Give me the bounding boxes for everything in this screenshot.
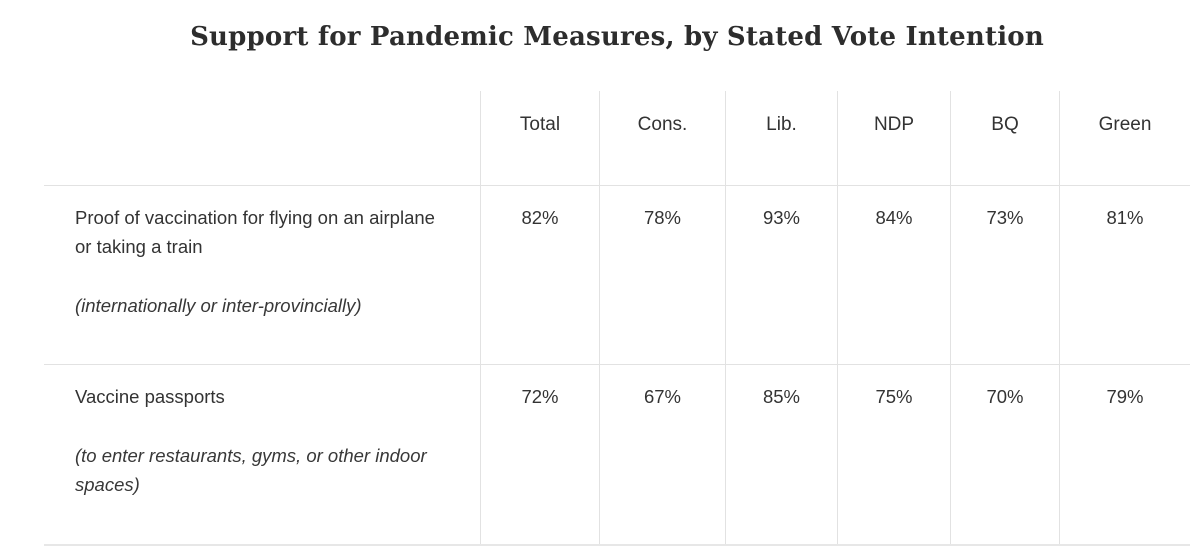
row-label: Proof of vaccination for flying on an ai… <box>75 207 435 257</box>
value-cell-cons: 67% <box>600 365 726 544</box>
header-corner-cell <box>44 91 481 185</box>
table-row: Vaccine passports (to enter restaurants,… <box>44 365 1190 546</box>
value-cell-green: 79% <box>1106 386 1144 407</box>
table-header-row: Total Cons. Lib. NDP BQ Green <box>44 91 1190 186</box>
row-label-cell: Proof of vaccination for flying on an ai… <box>44 186 481 364</box>
value-cell-cons: 78% <box>600 186 726 364</box>
value-cell-green: 81% <box>1106 207 1144 228</box>
row-note: (internationally or inter-provincially) <box>75 295 362 316</box>
poll-results-table: Total Cons. Lib. NDP BQ Green Proof of v… <box>44 91 1190 546</box>
column-header-green: Green <box>1098 114 1152 135</box>
column-header-total: Total <box>481 91 600 185</box>
value-cell-lib: 93% <box>726 186 838 364</box>
row-label: Vaccine passports <box>75 386 225 407</box>
row-note: (to enter restaurants, gyms, or other in… <box>75 445 427 495</box>
column-header-lib: Lib. <box>726 91 838 185</box>
column-header-cons: Cons. <box>600 91 726 185</box>
value-cell-total: 72% <box>481 365 600 544</box>
column-header-bq: BQ <box>951 91 1060 185</box>
value-cell-ndp: 75% <box>838 365 951 544</box>
column-header-ndp: NDP <box>838 91 951 185</box>
value-cell-bq: 70% <box>951 365 1060 544</box>
value-cell-ndp: 84% <box>838 186 951 364</box>
table-row: Proof of vaccination for flying on an ai… <box>44 186 1190 365</box>
value-cell-bq: 73% <box>951 186 1060 364</box>
value-cell-lib: 85% <box>726 365 838 544</box>
page-title: Support for Pandemic Measures, by Stated… <box>190 22 1044 52</box>
row-label-cell: Vaccine passports (to enter restaurants,… <box>44 365 481 544</box>
value-cell-total: 82% <box>481 186 600 364</box>
